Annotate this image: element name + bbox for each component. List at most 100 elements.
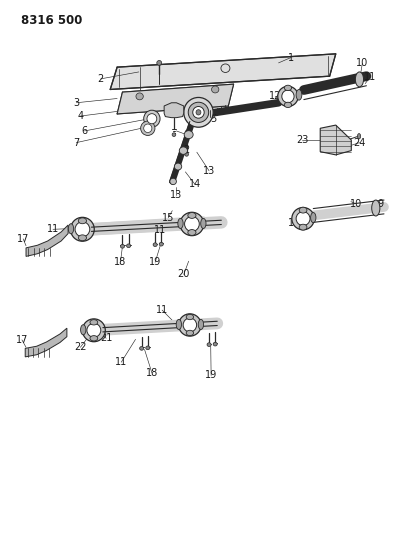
Text: 6: 6 xyxy=(81,126,87,136)
Ellipse shape xyxy=(120,245,124,248)
Text: 11: 11 xyxy=(287,218,299,228)
Ellipse shape xyxy=(355,72,363,87)
Ellipse shape xyxy=(139,346,144,350)
Ellipse shape xyxy=(144,110,160,127)
Ellipse shape xyxy=(70,217,94,241)
Text: 22: 22 xyxy=(74,342,86,352)
Ellipse shape xyxy=(81,325,85,335)
Ellipse shape xyxy=(187,230,196,236)
Ellipse shape xyxy=(178,219,183,229)
Ellipse shape xyxy=(184,216,199,231)
Text: 11: 11 xyxy=(115,357,127,367)
Text: 15: 15 xyxy=(162,213,174,223)
Ellipse shape xyxy=(186,330,193,336)
Ellipse shape xyxy=(295,90,301,100)
Text: 7: 7 xyxy=(73,138,79,148)
Text: 8316 500: 8316 500 xyxy=(21,14,82,27)
Polygon shape xyxy=(26,225,68,256)
Text: 19: 19 xyxy=(148,257,161,267)
Text: 10: 10 xyxy=(349,199,362,209)
Ellipse shape xyxy=(200,219,205,229)
Polygon shape xyxy=(117,84,233,114)
Text: 9: 9 xyxy=(377,199,383,209)
Ellipse shape xyxy=(140,121,155,135)
Text: 17: 17 xyxy=(16,335,28,345)
Ellipse shape xyxy=(178,314,201,336)
Ellipse shape xyxy=(146,114,156,124)
Text: 4: 4 xyxy=(77,111,83,121)
Ellipse shape xyxy=(186,314,193,320)
Text: 24: 24 xyxy=(353,138,365,148)
Ellipse shape xyxy=(136,93,143,100)
Polygon shape xyxy=(25,328,67,357)
Ellipse shape xyxy=(211,86,218,93)
Ellipse shape xyxy=(153,243,157,247)
Polygon shape xyxy=(164,103,183,118)
Ellipse shape xyxy=(82,319,105,342)
Ellipse shape xyxy=(192,107,204,118)
Ellipse shape xyxy=(159,243,163,246)
Text: 13: 13 xyxy=(170,190,182,200)
Ellipse shape xyxy=(78,218,86,224)
Ellipse shape xyxy=(75,222,90,237)
Text: 13: 13 xyxy=(202,166,215,176)
Text: 17: 17 xyxy=(17,234,29,244)
Ellipse shape xyxy=(371,200,379,216)
Ellipse shape xyxy=(174,163,181,170)
Ellipse shape xyxy=(357,134,360,139)
Ellipse shape xyxy=(90,320,97,325)
Ellipse shape xyxy=(176,319,181,329)
Text: 20: 20 xyxy=(177,270,189,279)
Text: 5: 5 xyxy=(209,114,216,124)
Ellipse shape xyxy=(291,207,314,230)
Text: 16: 16 xyxy=(74,227,86,237)
Text: 21: 21 xyxy=(100,333,112,343)
Text: 12: 12 xyxy=(268,91,281,101)
Ellipse shape xyxy=(144,124,151,133)
Ellipse shape xyxy=(207,343,211,346)
Ellipse shape xyxy=(78,235,86,241)
Ellipse shape xyxy=(299,224,306,230)
Text: 11: 11 xyxy=(364,72,376,82)
Text: 2: 2 xyxy=(97,74,103,84)
Ellipse shape xyxy=(179,147,187,155)
Ellipse shape xyxy=(277,86,297,107)
Ellipse shape xyxy=(184,131,193,139)
Ellipse shape xyxy=(213,342,217,346)
Ellipse shape xyxy=(126,244,130,248)
Ellipse shape xyxy=(156,61,161,65)
Ellipse shape xyxy=(295,212,309,225)
Polygon shape xyxy=(110,54,335,90)
Ellipse shape xyxy=(183,318,196,332)
Text: 11: 11 xyxy=(47,224,59,235)
Ellipse shape xyxy=(283,85,291,91)
Text: 2: 2 xyxy=(183,144,189,155)
Ellipse shape xyxy=(87,324,101,337)
Text: 10: 10 xyxy=(355,59,368,68)
Text: 18: 18 xyxy=(146,368,157,378)
Text: 3: 3 xyxy=(73,98,79,108)
Ellipse shape xyxy=(145,346,149,350)
Text: 18: 18 xyxy=(114,257,126,267)
Ellipse shape xyxy=(196,110,200,115)
Ellipse shape xyxy=(68,224,74,234)
Text: 1: 1 xyxy=(287,53,293,62)
Ellipse shape xyxy=(188,102,208,123)
Ellipse shape xyxy=(310,213,315,223)
Text: 19: 19 xyxy=(204,370,217,381)
Polygon shape xyxy=(319,125,351,155)
Ellipse shape xyxy=(281,90,293,103)
Text: 11: 11 xyxy=(155,305,168,315)
Ellipse shape xyxy=(180,212,203,236)
Ellipse shape xyxy=(187,213,196,219)
Text: 11: 11 xyxy=(153,225,166,236)
Ellipse shape xyxy=(184,152,188,156)
Ellipse shape xyxy=(172,133,175,136)
Ellipse shape xyxy=(299,207,306,213)
Ellipse shape xyxy=(169,178,176,184)
Ellipse shape xyxy=(183,98,213,127)
Ellipse shape xyxy=(198,319,203,329)
Text: 14: 14 xyxy=(188,179,200,189)
Ellipse shape xyxy=(90,336,97,341)
Text: 8: 8 xyxy=(183,130,189,140)
